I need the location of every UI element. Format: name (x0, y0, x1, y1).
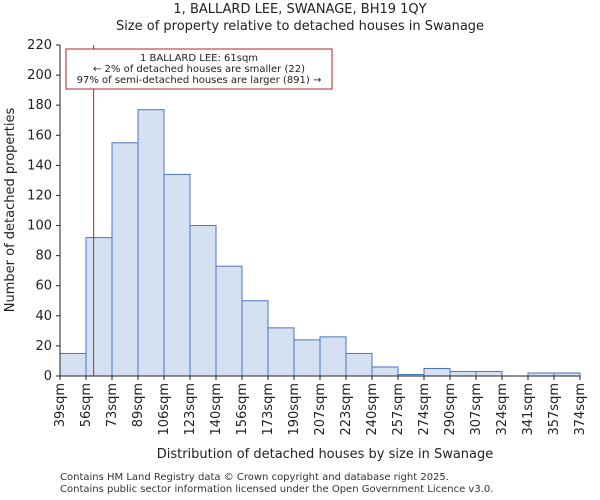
x-tick-label: 190sqm (287, 383, 302, 436)
bar-274sqm (423, 367, 451, 377)
y-axis-title: Number of detached properties (3, 108, 18, 313)
bar-123sqm (189, 225, 217, 377)
x-tick-label: 223sqm (339, 383, 354, 436)
x-tick-label: 307sqm (469, 383, 484, 436)
bar-39sqm (59, 352, 87, 377)
y-ticks-group: 0 20 40 60 80 100 120 140 160 180 200 220 (27, 38, 60, 384)
bar-240sqm (371, 366, 399, 377)
annotation-line-2: ← 2% of detached houses are smaller (22) (93, 64, 305, 75)
bar-73sqm (111, 142, 139, 377)
annotation-line-1: 1 BALLARD LEE: 61sqm (140, 53, 258, 64)
x-tick-label: 274sqm (417, 383, 432, 436)
chart-title: 1, BALLARD LEE, SWANAGE, BH19 1QY (173, 2, 427, 17)
x-tick-label: 123sqm (183, 383, 198, 436)
y-tick-label: 20 (35, 339, 52, 354)
y-tick-label: 100 (27, 219, 52, 234)
bar-89sqm (137, 109, 165, 377)
y-tick-label: 140 (27, 158, 52, 173)
annotation-box (65, 48, 333, 90)
y-tick-label: 40 (35, 309, 52, 324)
bar-207sqm (319, 336, 347, 377)
x-tick-label: 240sqm (365, 383, 380, 436)
bar-156sqm (241, 300, 269, 377)
x-tick-label: 89sqm (131, 383, 146, 427)
chart-subtitle: Size of property relative to detached ho… (115, 19, 485, 34)
footer-line-1: Contains HM Land Registry data © Crown c… (60, 472, 449, 483)
y-tick-label: 200 (27, 68, 52, 83)
bar-307sqm (475, 370, 503, 377)
bar-106sqm (163, 173, 191, 377)
bar-190sqm (293, 339, 321, 377)
x-tick-label: 357sqm (547, 383, 562, 436)
y-tick-label: 120 (27, 188, 52, 203)
x-tick-label: 324sqm (495, 383, 510, 436)
x-tick-label: 207sqm (313, 383, 328, 436)
x-axis-title: Distribution of detached houses by size … (157, 447, 494, 462)
y-tick-label: 160 (27, 128, 52, 143)
y-tick-label: 220 (27, 38, 52, 53)
y-tick-label: 0 (44, 369, 52, 384)
bar-173sqm (267, 327, 295, 377)
x-tick-label: 374sqm (573, 383, 588, 436)
x-tick-label: 341sqm (521, 383, 536, 436)
x-tick-label: 56sqm (79, 383, 94, 427)
y-tick-label: 180 (27, 98, 52, 113)
y-tick-label: 60 (35, 279, 52, 294)
y-tick-label: 80 (35, 249, 52, 264)
annotation-line-3: 97% of semi-detached houses are larger (… (77, 75, 322, 86)
x-tick-label: 257sqm (391, 383, 406, 436)
x-tick-label: 290sqm (443, 383, 458, 436)
bar-290sqm (449, 370, 477, 377)
x-tick-label: 106sqm (157, 383, 172, 436)
bar-223sqm (345, 352, 373, 377)
bars-group (59, 109, 581, 377)
footer-line-2: Contains public sector information licen… (60, 484, 494, 495)
x-tick-label: 39sqm (53, 383, 68, 427)
x-ticks-group: 39sqm 56sqm 73sqm 89sqm 106sqm 123sqm 140sqm 15… (53, 376, 588, 436)
x-tick-label: 156sqm (235, 383, 250, 436)
x-tick-label: 73sqm (105, 383, 120, 427)
x-tick-label: 140sqm (209, 383, 224, 436)
bar-56sqm (85, 237, 113, 377)
bar-140sqm (215, 265, 243, 377)
x-tick-label: 173sqm (261, 383, 276, 436)
